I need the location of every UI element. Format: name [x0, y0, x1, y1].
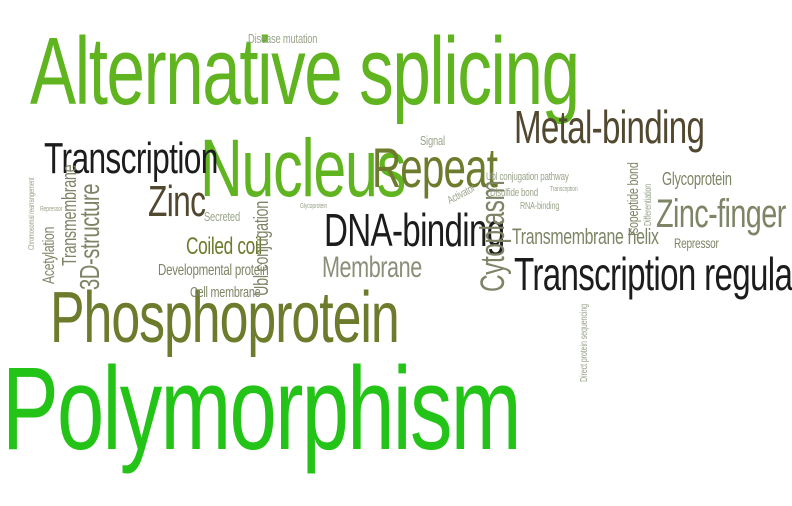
word-phosphoprotein: Phosphoprotein — [50, 278, 400, 358]
word-coiled-coil: Coiled coil — [186, 233, 262, 260]
word-polymorphism: Polymorphism — [2, 343, 522, 475]
word-ubl-conjugation: Ubl conjugation — [251, 201, 273, 296]
word-ubl-conjugation-pathway: Ubl conjugation pathway — [486, 171, 569, 183]
word-chromosomal-rearrangement: Chromosomal rearrangement — [27, 177, 36, 250]
word-isopeptide-bond: Isopeptide bond — [625, 162, 642, 236]
word-zinc: Zinc — [148, 177, 206, 226]
word-signal: Signal — [420, 133, 445, 148]
word-alternative-splicing: Alternative splicing — [30, 18, 580, 125]
word-transcription: Transcription — [44, 134, 218, 183]
word-rna-binding: RNA-binding — [520, 201, 560, 212]
word-membrane: Membrane — [322, 251, 422, 284]
word-metal-binding: Metal-binding — [514, 101, 705, 153]
word-disulfide-bond: Disulfide bond — [490, 187, 538, 199]
word-zinc-finger: Zinc-finger — [656, 192, 786, 236]
word-transmembrane: Transmembrane — [59, 164, 81, 266]
word-secreted: Secreted — [204, 209, 240, 224]
word-disease-mutation: Disease mutation — [248, 31, 318, 46]
word-transcription-regulation: Transcription regulation — [514, 248, 792, 300]
word-repressor: Repressor — [674, 235, 719, 251]
word-acetylation: Acetylation — [39, 226, 58, 284]
word-repressor-small: Repressor — [40, 206, 63, 213]
word-dna-binding: DNA-binding — [324, 204, 505, 256]
word-cell-membrane: Cell membrane — [190, 284, 261, 301]
word-repeat: Repeat — [372, 136, 498, 199]
word-developmental-protein: Developmental protein — [158, 262, 269, 279]
word-direct-protein-sequencing: Direct protein sequencing — [579, 303, 590, 382]
word-transmembrane-helix: Transmembrane helix — [512, 224, 659, 249]
word-glycoprotein: Glycoprotein — [662, 169, 732, 189]
word-nucleus: Nucleus — [200, 123, 406, 214]
word-transcription-small: Transcription — [550, 186, 578, 193]
word-differentiation: Differentiation — [643, 183, 654, 226]
word-cytoplasm: Cytoplasm — [474, 180, 512, 292]
word-glycoprotein-small: Glycoprotein — [300, 203, 328, 210]
